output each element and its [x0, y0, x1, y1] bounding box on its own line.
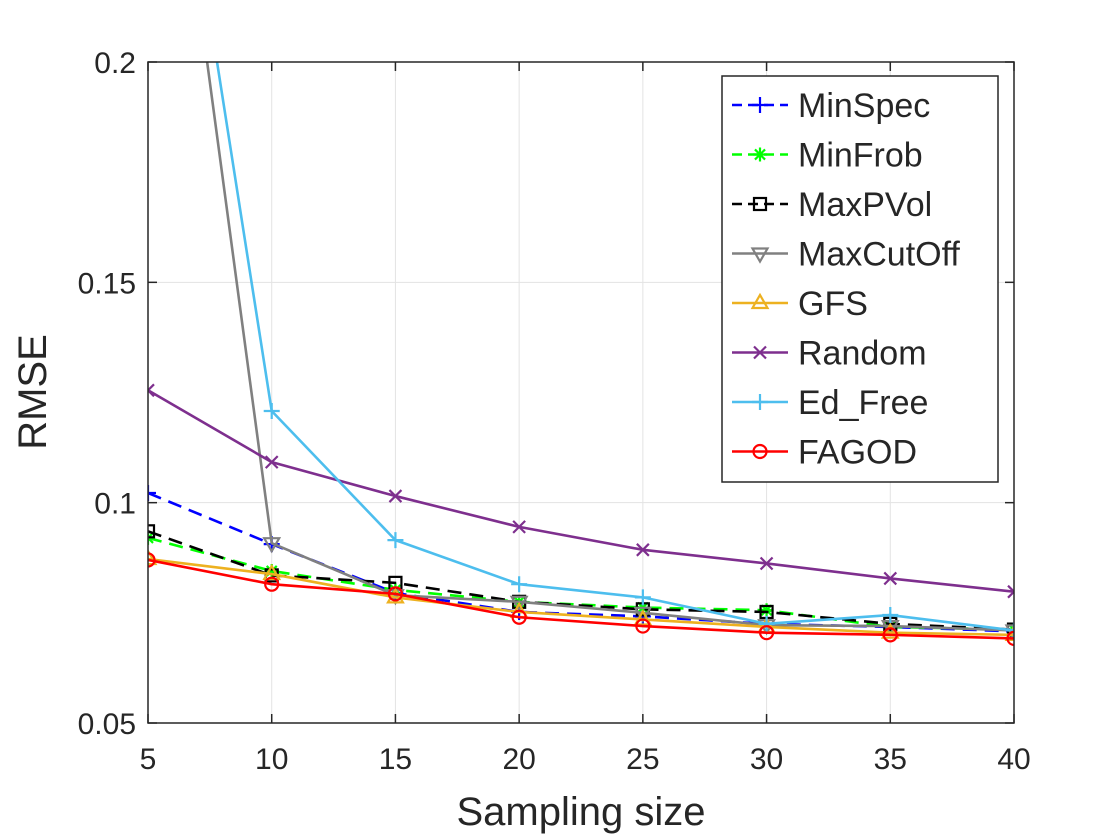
- data-point-gfs: [633, 609, 653, 626]
- data-point-random: [1007, 584, 1014, 599]
- data-point-maxcutoff: [262, 537, 282, 554]
- data-point-ed-free: [882, 607, 899, 624]
- x-axis-label: Sampling size: [456, 790, 705, 834]
- data-point-fagod: [387, 586, 404, 602]
- x-tick-label: 30: [750, 743, 783, 776]
- data-point-ed-free: [387, 532, 404, 549]
- y-tick-label: 0.2: [94, 47, 136, 80]
- series-layer: [148, 62, 1014, 646]
- legend-label: MaxCutOff: [798, 236, 960, 274]
- legend-entry-gfs: GFS: [732, 285, 868, 323]
- legend-entry-fagod: FAGOD: [732, 434, 917, 472]
- plot-frame: [147, 61, 1015, 724]
- x-tick-label: 5: [140, 743, 157, 776]
- data-point-random: [636, 543, 650, 557]
- data-point-minfrob: [759, 603, 774, 618]
- legend-marker: [752, 443, 768, 460]
- legend-entry-maxcutoff: MaxCutOff: [732, 236, 960, 274]
- legend-label: MaxPVol: [798, 186, 932, 224]
- series-line-gfs: [148, 557, 1014, 637]
- data-point-maxcutoff: [633, 606, 653, 624]
- legend-entry-ed-free: Ed_Free: [732, 384, 928, 422]
- data-point-gfs: [262, 563, 282, 581]
- x-tick-label: 35: [874, 743, 907, 776]
- series-line-maxpvol: [148, 530, 1014, 631]
- data-point-maxcutoff: [509, 595, 529, 613]
- legend-marker: [752, 196, 768, 212]
- legend-marker: [752, 97, 768, 113]
- series-line-minfrob: [148, 536, 1014, 631]
- data-point-minfrob: [264, 563, 279, 578]
- legend-label: MinSpec: [798, 87, 930, 125]
- legend-box: [721, 75, 999, 483]
- legend: MinSpec MinFrob MaxPVol MaxCutOff GFS Random E…: [721, 75, 999, 483]
- series-line-fagod: [148, 558, 1014, 640]
- x-tick-label: 40: [997, 743, 1030, 776]
- data-point-ed-free: [1006, 622, 1014, 639]
- y-tick-label: 0.1: [94, 488, 136, 521]
- data-point-random: [759, 556, 774, 571]
- x-tick-label: 25: [626, 743, 659, 776]
- legend-entry-minspec: MinSpec: [732, 87, 930, 125]
- data-point-fagod: [635, 618, 651, 634]
- legend-entry-random: Random: [732, 335, 927, 373]
- legend-label: Random: [798, 335, 927, 373]
- y-tick-label: 0.05: [78, 708, 136, 741]
- data-point-fagod: [511, 609, 527, 625]
- legend-marker: [750, 292, 770, 310]
- series-line-ed-free: [215, 62, 1014, 632]
- series-line-maxcutoff: [205, 62, 1014, 632]
- series-fagod: [148, 552, 1014, 646]
- data-point-ed-free: [634, 589, 651, 606]
- legend-marker: [752, 394, 768, 410]
- y-tick-label: 0.15: [78, 267, 136, 300]
- series-line-random: [148, 389, 1014, 593]
- legend-label: FAGOD: [798, 434, 917, 472]
- legend-entry-minfrob: MinFrob: [732, 137, 923, 175]
- data-point-ed-free: [511, 576, 528, 593]
- data-point-fagod: [1006, 630, 1014, 646]
- data-point-random: [388, 489, 403, 503]
- data-point-fagod: [882, 627, 898, 643]
- legend-marker: [753, 345, 767, 360]
- x-tick-label: 20: [502, 743, 535, 776]
- data-point-maxpvol: [148, 524, 156, 539]
- data-point-random: [512, 520, 526, 534]
- data-point-random: [264, 455, 279, 469]
- y-axis-label: RMSE: [11, 334, 55, 450]
- x-tick-label: 10: [255, 743, 288, 776]
- data-point-fagod: [148, 552, 156, 568]
- data-point-gfs: [880, 622, 900, 639]
- data-point-random: [148, 383, 155, 398]
- axis-ticks: 5 10 15 20 25 30 35 40 0.05 0.1 0.15 0.2: [78, 47, 1031, 776]
- series-ed-free: [215, 62, 1014, 639]
- series-random: [148, 383, 1014, 599]
- legend-marker: [750, 247, 770, 264]
- data-point-minspec: [148, 484, 156, 501]
- legend-label: Ed_Free: [798, 384, 928, 422]
- legend-marker: [753, 147, 767, 162]
- data-point-ed-free: [758, 615, 775, 632]
- legend-label: GFS: [798, 285, 868, 323]
- data-point-gfs: [148, 548, 158, 566]
- legend-label: MinFrob: [798, 137, 923, 175]
- legend-entry-maxpvol: MaxPVol: [732, 186, 932, 224]
- data-point-fagod: [264, 576, 280, 592]
- data-point-random: [883, 571, 898, 586]
- data-point-ed-free: [263, 403, 280, 420]
- x-tick-label: 15: [379, 743, 412, 776]
- data-point-fagod: [758, 625, 775, 641]
